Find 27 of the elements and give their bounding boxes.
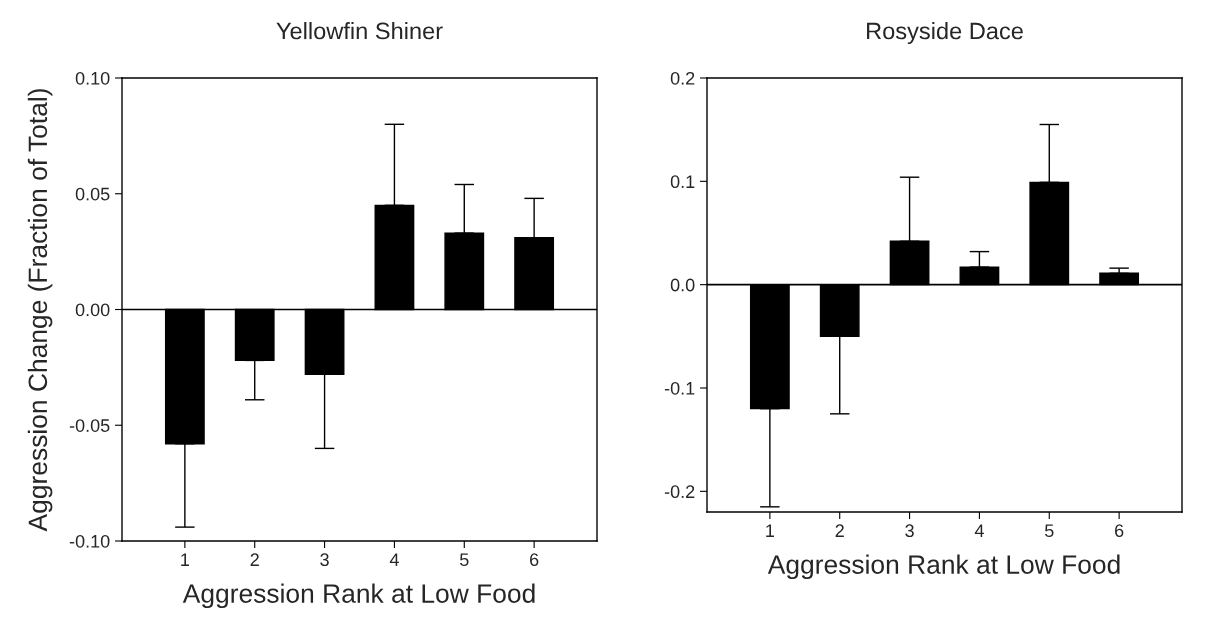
x-tick-label: 1 — [766, 524, 775, 537]
y-tick-label: -0.2 — [664, 485, 695, 499]
y-tick-label: 0.2 — [670, 71, 695, 85]
x-tick-label: 1 — [181, 553, 190, 566]
y-tick-label: -0.1 — [664, 381, 695, 395]
x-tick-label: 6 — [1115, 524, 1124, 538]
y-tick-label: 0.00 — [75, 303, 110, 317]
x-tick-label: 3 — [320, 553, 329, 567]
x-tick-label: 4 — [974, 524, 984, 537]
chart-title: Yellowfin Shiner — [276, 22, 443, 40]
y-tick-label: -0.05 — [69, 419, 110, 432]
x-axis-title: Aggression Rank at Low Food — [182, 583, 535, 609]
y-tick-label: 0.1 — [670, 175, 695, 189]
y-tick-label: 0.0 — [670, 278, 695, 292]
y-axis-title: Aggression Change (Fraction of Total) — [27, 89, 53, 532]
x-tick-label: 5 — [1044, 524, 1054, 538]
x-tick-label: 2 — [835, 524, 844, 537]
chart-title: Rosyside Dace — [867, 22, 1023, 45]
x-tick-label: 2 — [250, 553, 259, 566]
x-tick-label: 5 — [459, 553, 469, 567]
x-tick-label: 6 — [530, 553, 539, 567]
y-tick-label: 0.05 — [75, 187, 110, 201]
y-tick-label: 0.10 — [75, 71, 110, 85]
x-tick-label: 3 — [905, 524, 914, 538]
y-tick-label: -0.10 — [69, 534, 110, 548]
x-tick-label: 4 — [389, 553, 399, 566]
x-axis-title: Aggression Rank at Low Food — [767, 554, 1120, 580]
